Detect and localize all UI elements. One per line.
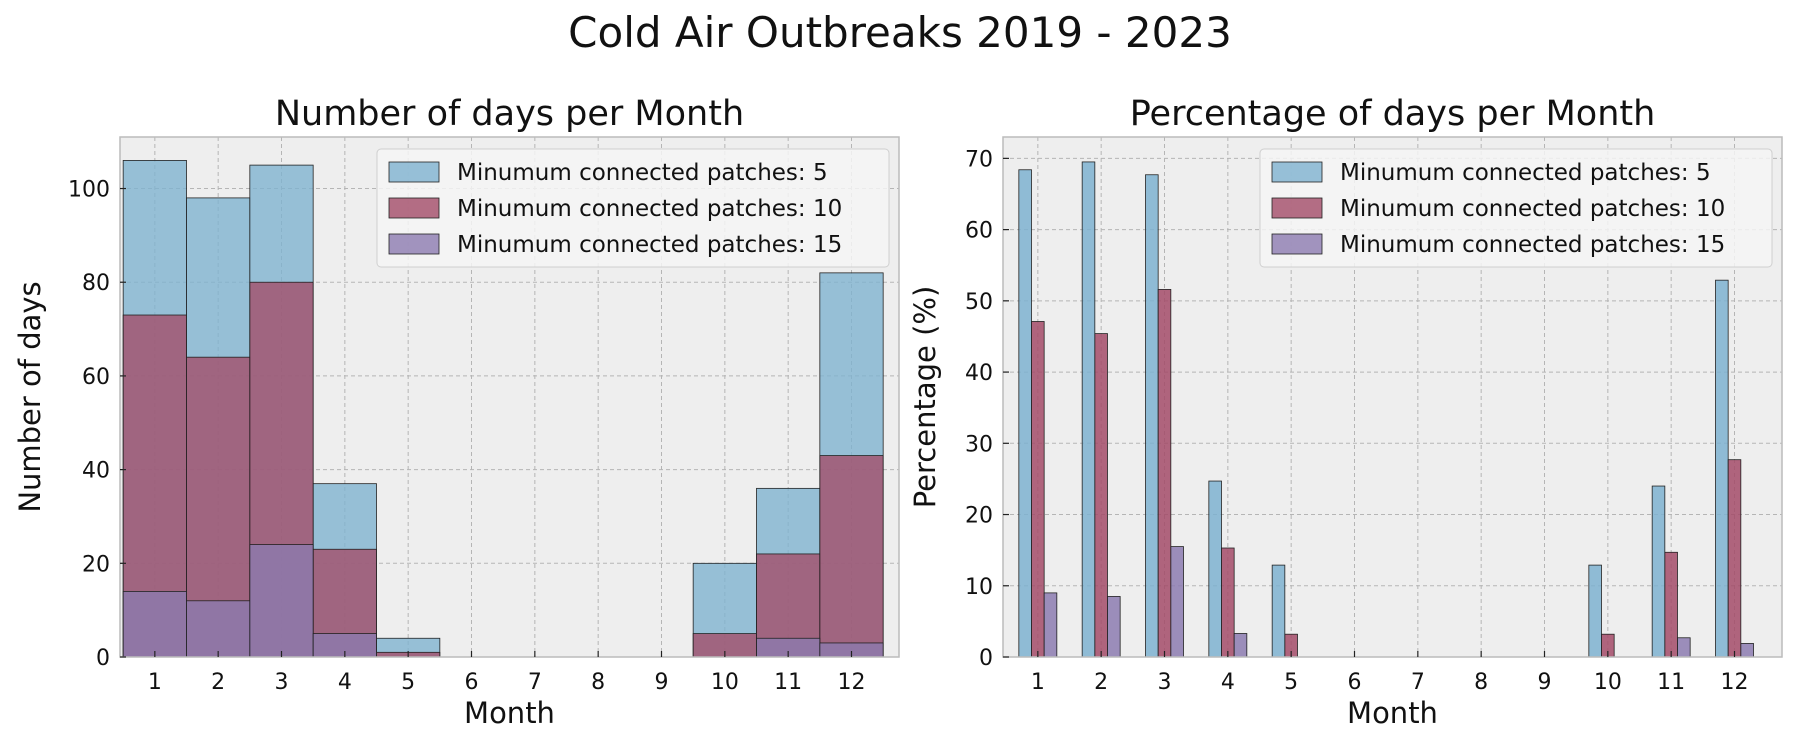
x-tick-label: 6 [1348,670,1362,695]
bar-series-2-month-11 [1664,551,1678,658]
bar-series-2-month-12 [819,455,884,658]
bar-series-2-month-1 [1031,321,1045,658]
x-tick-label: 2 [211,670,225,695]
y-tick-label: 20 [965,504,993,529]
bar-series-2-month-3 [1157,289,1172,658]
chart-title: Number of days per Month [275,94,744,134]
legend-entry: Minumum connected patches: 10 [457,196,842,222]
legend-swatch [1271,197,1323,219]
bar-series-3-month-2 [1107,596,1121,658]
bar-series-3-month-3 [249,544,314,658]
x-tick-label: 1 [1031,670,1045,695]
bar-series-1-month-10 [1588,564,1602,658]
chart-panel-percentage: 1 2 3 4 5 6 7 8 9 10 11 12010203040506070Percentage… [908,94,1783,730]
y-axis-label: Percentage (%) [908,286,942,509]
x-tick-label: 10 [711,670,739,695]
x-tick-label: 4 [1221,670,1235,695]
bar-series-1-month-3 [1145,174,1159,658]
bar-series-1-month-12 [1715,279,1729,658]
y-tick-label: 10 [965,575,993,600]
legend-entry: Minumum connected patches: 5 [457,160,828,186]
x-tick-label: 11 [1657,670,1685,695]
bar-series-3-month-4 [1233,633,1248,658]
x-tick-label: 6 [465,670,479,695]
x-tick-label: 10 [1594,670,1622,695]
bar-series-1-month-5 [1271,564,1286,658]
legend-swatch [1271,233,1323,255]
plot-frame [119,136,900,658]
legend-entry: Minumum connected patches: 15 [1340,232,1725,258]
chart-title: Percentage of days per Month [1130,94,1656,134]
x-tick-label: 7 [528,670,542,695]
y-tick-label: 40 [965,361,993,386]
x-tick-label: 9 [1538,670,1552,695]
y-tick-label: 40 [82,459,110,484]
y-tick-label: 20 [82,552,110,577]
legend [376,148,890,268]
y-tick-label: 60 [965,219,993,244]
legend-swatch [388,233,440,255]
legend-swatch [1271,161,1323,183]
bar-series-2-month-2 [1094,333,1108,658]
legend-entry: Minumum connected patches: 15 [457,232,842,258]
bar-series-3-month-1 [122,591,187,658]
figure-suptitle: Cold Air Outbreaks 2019 - 2023 [568,8,1232,57]
x-tick-label: 11 [774,670,802,695]
x-tick-label: 4 [338,670,352,695]
x-axis-label: Month [464,696,555,730]
x-tick-label: 8 [1474,670,1488,695]
y-tick-label: 100 [68,178,110,203]
x-tick-label: 5 [1284,670,1298,695]
x-tick-label: 2 [1094,670,1108,695]
x-tick-label: 7 [1411,670,1425,695]
bar-series-1-month-11 [1651,485,1666,658]
bar-series-1-month-4 [1208,480,1222,658]
bar-series-1-month-1 [1018,169,1032,658]
x-tick-label: 12 [838,670,866,695]
legend-swatch [388,161,440,183]
y-tick-label: 30 [965,432,993,457]
bar-series-3-month-1 [1043,592,1058,658]
legend-swatch [388,197,440,219]
bar-series-2-month-4 [1221,547,1235,658]
y-tick-label: 50 [965,290,993,315]
y-tick-label: 0 [96,646,110,671]
plot-frame [1002,136,1783,658]
y-tick-label: 60 [82,365,110,390]
bar-series-3-month-11 [1677,637,1691,658]
y-axis-label: Number of days [13,281,47,512]
x-tick-label: 12 [1721,670,1749,695]
x-tick-label: 8 [591,670,605,695]
x-axis-label: Month [1347,696,1438,730]
legend-entry: Minumum connected patches: 5 [1340,160,1711,186]
bar-series-2-month-12 [1727,459,1742,658]
x-tick-label: 3 [275,670,289,695]
legend [1259,148,1773,268]
x-tick-label: 9 [655,670,669,695]
x-tick-label: 3 [1158,670,1172,695]
bar-series-3-month-2 [186,600,251,658]
y-tick-label: 0 [979,646,993,671]
x-tick-label: 1 [148,670,162,695]
x-tick-label: 5 [401,670,415,695]
y-tick-label: 80 [82,271,110,296]
bar-series-3-month-12 [1740,643,1754,658]
legend-entry: Minumum connected patches: 10 [1340,196,1725,222]
y-tick-label: 70 [965,147,993,172]
bar-series-3-month-3 [1170,546,1184,658]
bar-series-1-month-2 [1081,161,1096,658]
